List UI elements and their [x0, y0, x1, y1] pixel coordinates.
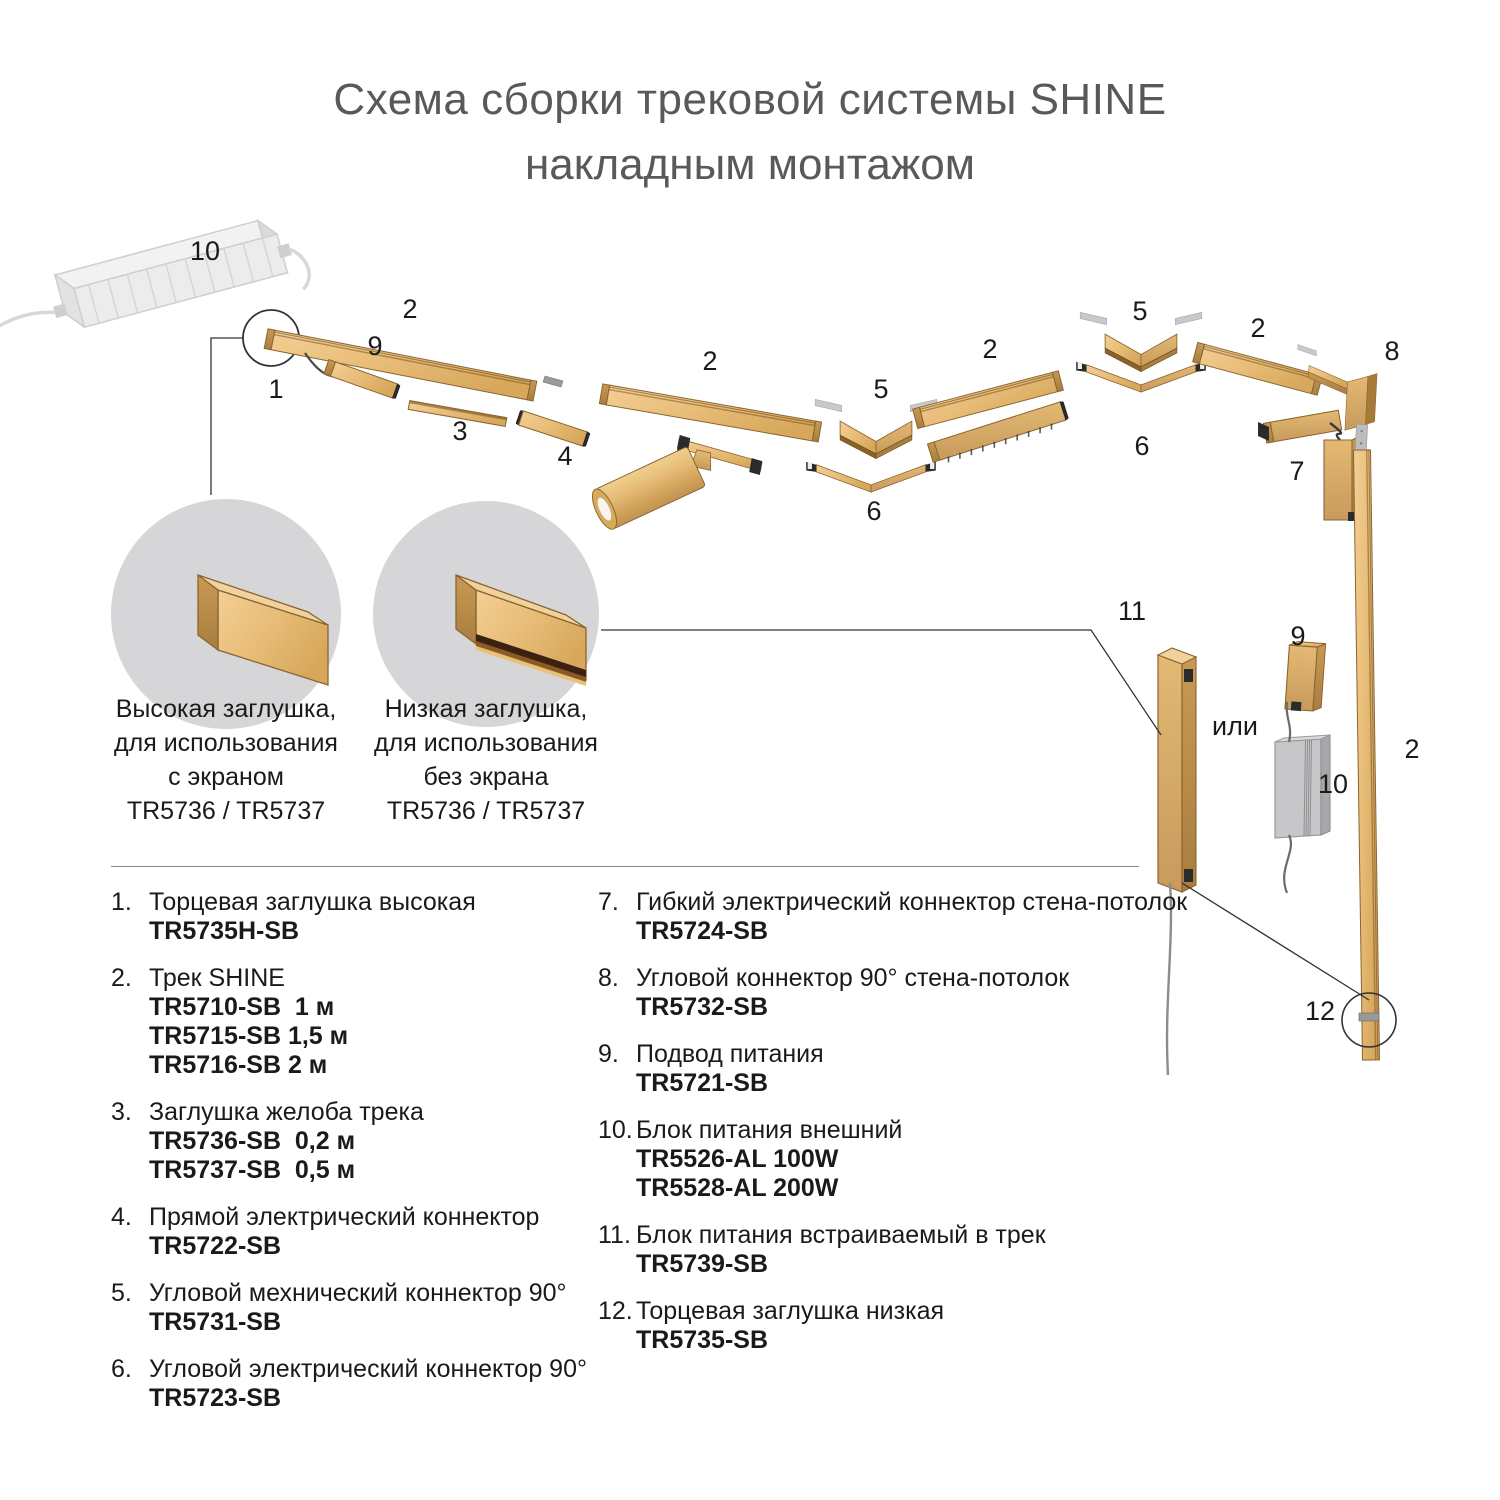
svg-text:2: 2	[1250, 313, 1265, 343]
svg-text:11: 11	[1118, 596, 1146, 626]
svg-text:2: 2	[1404, 734, 1419, 764]
svg-text:8: 8	[1384, 336, 1399, 366]
svg-text:или: или	[1212, 711, 1258, 741]
svg-text:3: 3	[452, 416, 467, 446]
svg-text:4: 4	[557, 441, 572, 471]
svg-text:9: 9	[367, 331, 382, 361]
svg-text:2: 2	[982, 334, 997, 364]
svg-text:2: 2	[702, 346, 717, 376]
svg-text:6: 6	[1134, 431, 1149, 461]
svg-text:5: 5	[1132, 296, 1147, 326]
svg-text:9: 9	[1290, 621, 1305, 651]
svg-text:10: 10	[190, 236, 220, 266]
svg-text:12: 12	[1305, 996, 1335, 1026]
svg-text:5: 5	[873, 374, 888, 404]
svg-text:2: 2	[402, 294, 417, 324]
svg-text:6: 6	[866, 496, 881, 526]
svg-text:7: 7	[1289, 456, 1304, 486]
svg-text:1: 1	[268, 374, 283, 404]
svg-text:10: 10	[1318, 769, 1348, 799]
